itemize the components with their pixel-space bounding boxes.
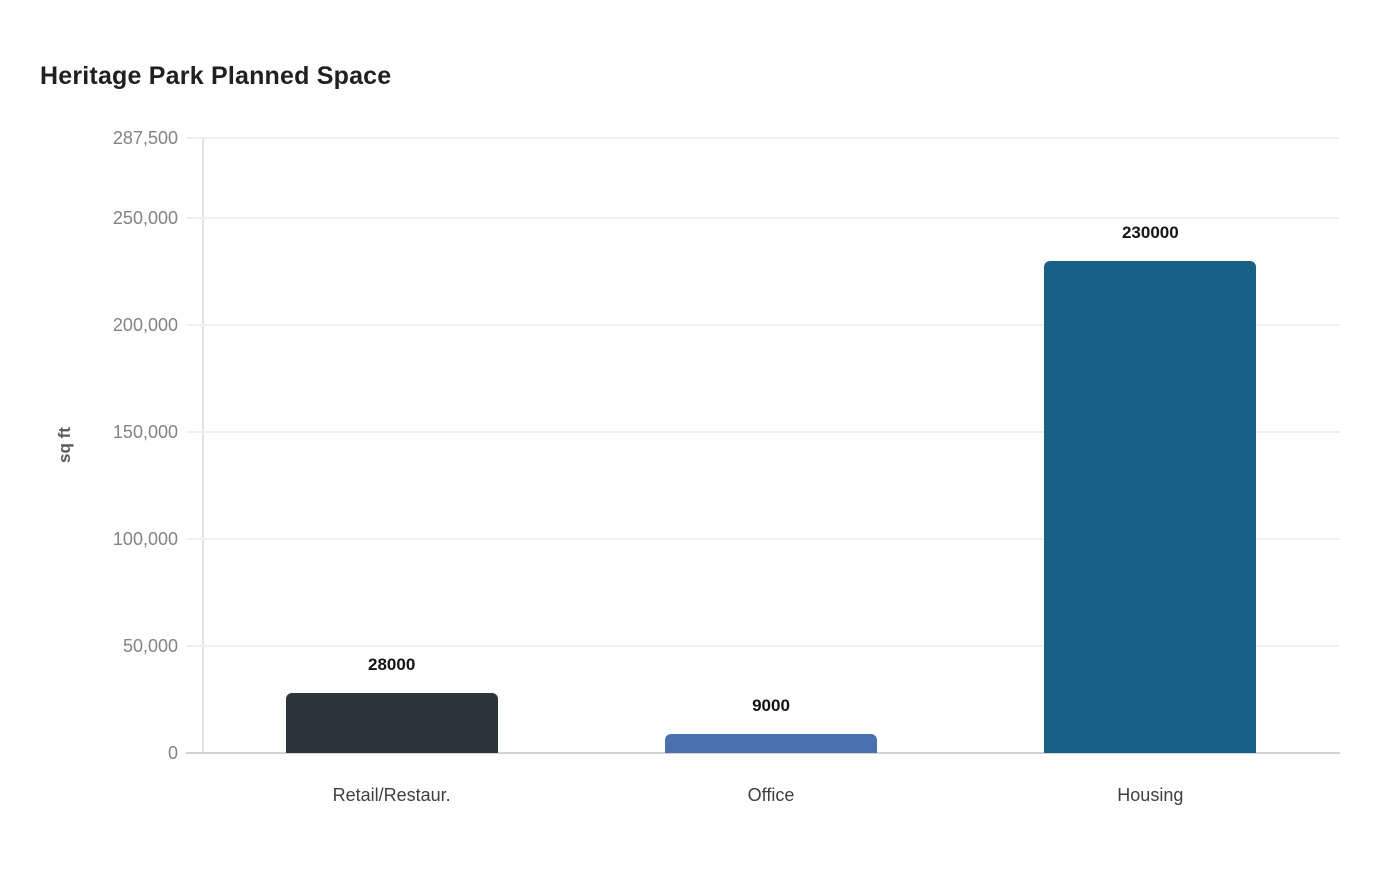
bar-value-label: 9000 — [752, 696, 790, 715]
y-tick-label: 0 — [167, 743, 178, 763]
y-tick-label: 50,000 — [122, 636, 178, 657]
y-tick-label: 200,000 — [112, 315, 178, 336]
x-axis-line — [186, 752, 1340, 754]
x-category-label: Retail/Restaur. — [332, 785, 451, 805]
y-tick-label: 150,000 — [112, 422, 178, 443]
y-tick-label: 250,000 — [112, 208, 178, 229]
bar — [285, 693, 498, 753]
gridline — [186, 217, 1340, 219]
y-axis-line — [202, 138, 204, 753]
gridline — [186, 645, 1340, 647]
gridline — [186, 324, 1340, 326]
gridline — [186, 538, 1340, 540]
bar — [665, 734, 877, 753]
gridline — [186, 431, 1340, 433]
y-tick-label: 287,500 — [112, 128, 178, 148]
plot-area: 0 50,000 100,000 150,000 200,000 250,000 287,5… — [113, 128, 1340, 805]
bar — [1044, 261, 1257, 753]
x-category-label: Office — [747, 785, 795, 805]
bar-value-label: 28000 — [368, 655, 416, 674]
bar-value-label: 230000 — [1121, 223, 1179, 242]
y-tick-label: 100,000 — [112, 529, 178, 550]
gridline — [186, 137, 1340, 139]
x-category-label: Housing — [1117, 785, 1184, 805]
chart-title: Heritage Park Planned Space — [40, 62, 392, 90]
